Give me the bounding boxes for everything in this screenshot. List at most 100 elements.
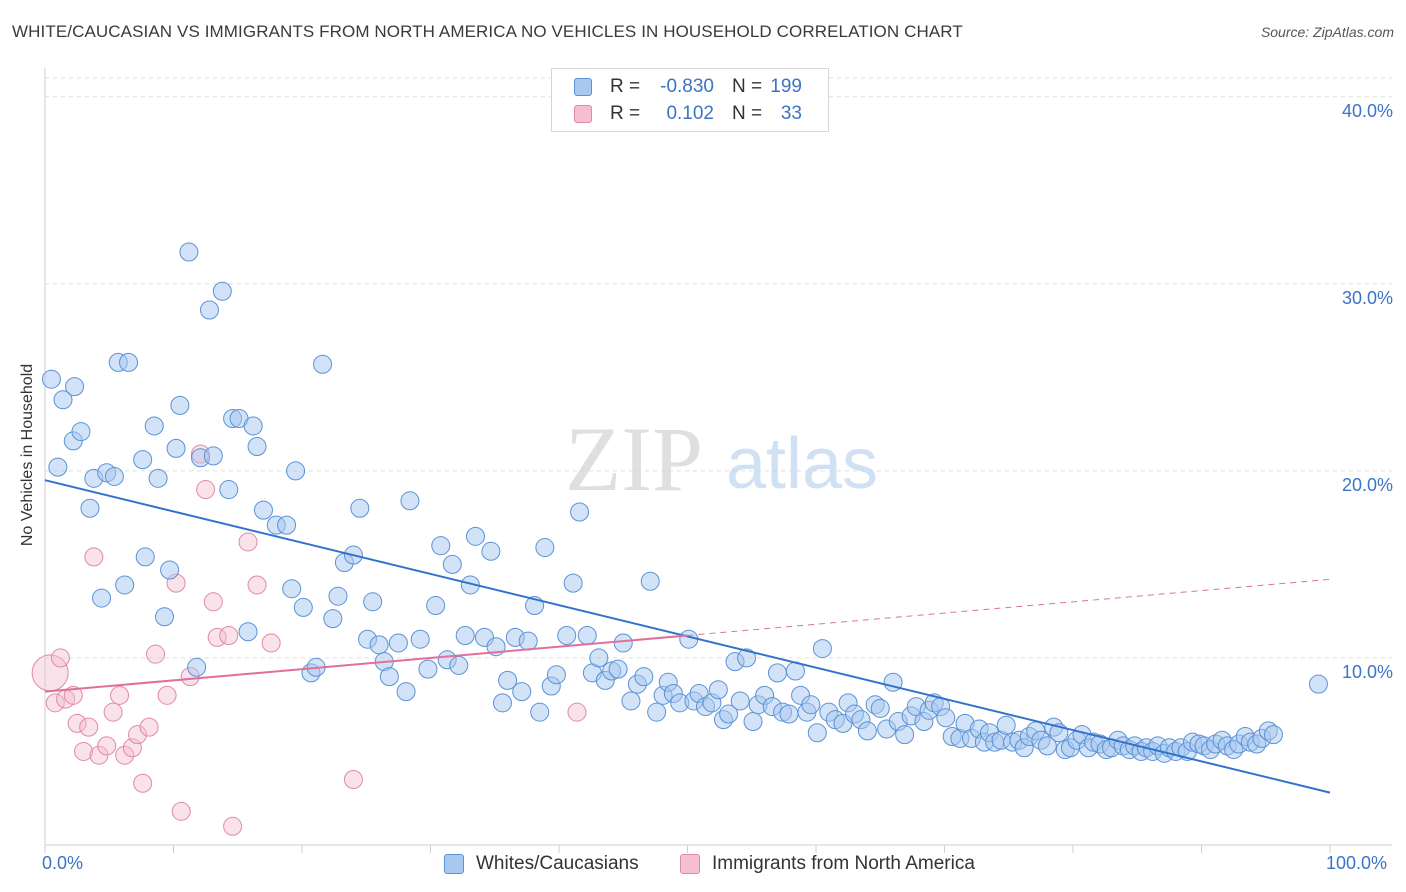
point-whites	[870, 698, 890, 718]
point-immigrants	[133, 773, 153, 793]
legend-r-value: 0.102	[666, 103, 714, 124]
point-whites	[613, 633, 633, 653]
trend-lines	[44, 479, 1331, 794]
point-whites	[65, 377, 85, 397]
point-whites	[135, 547, 155, 567]
point-whites	[895, 725, 915, 745]
point-immigrants	[110, 685, 130, 705]
point-whites	[313, 354, 333, 374]
point-whites	[400, 491, 420, 511]
point-whites	[144, 416, 164, 436]
point-whites	[719, 704, 739, 724]
grid-lines	[45, 77, 1392, 659]
point-immigrants	[97, 736, 117, 756]
point-immigrants	[196, 480, 216, 500]
legend-r-label: R =	[610, 76, 641, 97]
point-whites	[148, 468, 168, 488]
point-whites	[634, 667, 654, 687]
point-whites	[418, 659, 438, 679]
point-whites	[465, 526, 485, 546]
point-immigrants	[79, 717, 99, 737]
point-whites	[92, 588, 112, 608]
point-whites	[388, 633, 408, 653]
point-whites	[1308, 674, 1328, 694]
y-axis-label: No Vehicles in Household	[19, 363, 36, 547]
x-tick-label-max: 100.0%	[1326, 853, 1388, 873]
point-whites	[498, 670, 518, 690]
point-whites	[48, 457, 68, 477]
point-whites	[512, 682, 532, 702]
point-whites	[369, 635, 389, 655]
point-whites	[807, 723, 827, 743]
point-whites	[119, 352, 139, 372]
point-whites	[481, 541, 501, 561]
point-whites	[410, 629, 430, 649]
point-whites	[518, 631, 538, 651]
point-immigrants	[247, 575, 267, 595]
point-whites	[179, 242, 199, 262]
point-whites	[743, 712, 763, 732]
point-whites	[996, 715, 1016, 735]
point-whites	[104, 466, 124, 486]
point-immigrants	[63, 685, 83, 705]
point-whites	[708, 680, 728, 700]
point-whites	[621, 691, 641, 711]
point-whites	[455, 625, 475, 645]
point-whites	[730, 691, 750, 711]
point-whites	[812, 639, 832, 659]
point-whites	[247, 437, 267, 457]
stats-legend: R = -0.830 N = 199 R = 0.102 N = 33	[551, 68, 829, 132]
point-immigrants	[146, 644, 166, 664]
legend-n-label: N =	[732, 76, 763, 97]
point-whites	[801, 695, 821, 715]
point-whites	[170, 395, 190, 415]
point-immigrants	[223, 816, 243, 836]
point-immigrants	[45, 693, 65, 713]
point-immigrants	[50, 648, 70, 668]
point-whites	[328, 586, 348, 606]
point-immigrants	[203, 592, 223, 612]
watermark-atlas: atlas	[726, 424, 878, 504]
point-whites	[238, 622, 258, 642]
point-whites	[80, 498, 100, 518]
trend-line-immigrants	[44, 634, 688, 693]
series-immigrants-points	[31, 444, 587, 836]
point-whites	[71, 422, 91, 442]
point-whites	[640, 571, 660, 591]
point-whites	[253, 500, 273, 520]
y-tick-label: 10.0%	[1341, 661, 1393, 682]
point-whites	[535, 538, 555, 558]
point-whites	[160, 560, 180, 580]
point-whites	[212, 281, 232, 301]
point-immigrants	[567, 702, 587, 722]
watermark-zip: ZIP	[565, 408, 703, 510]
legend-label-whites: Whites/Caucasians	[476, 853, 639, 874]
point-whites	[115, 575, 135, 595]
point-immigrants	[128, 725, 148, 745]
point-whites	[577, 625, 597, 645]
legend-r-value: -0.830	[660, 76, 714, 97]
source-credit: Source: ZipAtlas.com	[1260, 24, 1394, 40]
y-tick-label: 20.0%	[1341, 474, 1393, 495]
point-whites	[187, 657, 207, 677]
point-whites	[492, 693, 512, 713]
point-whites	[1263, 725, 1283, 745]
point-immigrants	[67, 713, 87, 733]
axes	[44, 68, 1392, 853]
legend-label-immigrants: Immigrants from North America	[712, 853, 975, 874]
point-whites	[442, 554, 462, 574]
y-tick-label: 30.0%	[1341, 287, 1393, 308]
point-immigrants	[261, 633, 281, 653]
point-whites	[277, 515, 297, 535]
legend-swatch-pink	[680, 854, 700, 874]
point-whites	[857, 721, 877, 741]
point-whites	[396, 682, 416, 702]
point-whites	[570, 502, 590, 522]
point-whites	[199, 300, 219, 320]
point-whites	[737, 648, 757, 668]
point-whites	[219, 480, 239, 500]
point-whites	[53, 390, 73, 410]
point-whites	[589, 648, 609, 668]
point-whites	[166, 438, 186, 458]
